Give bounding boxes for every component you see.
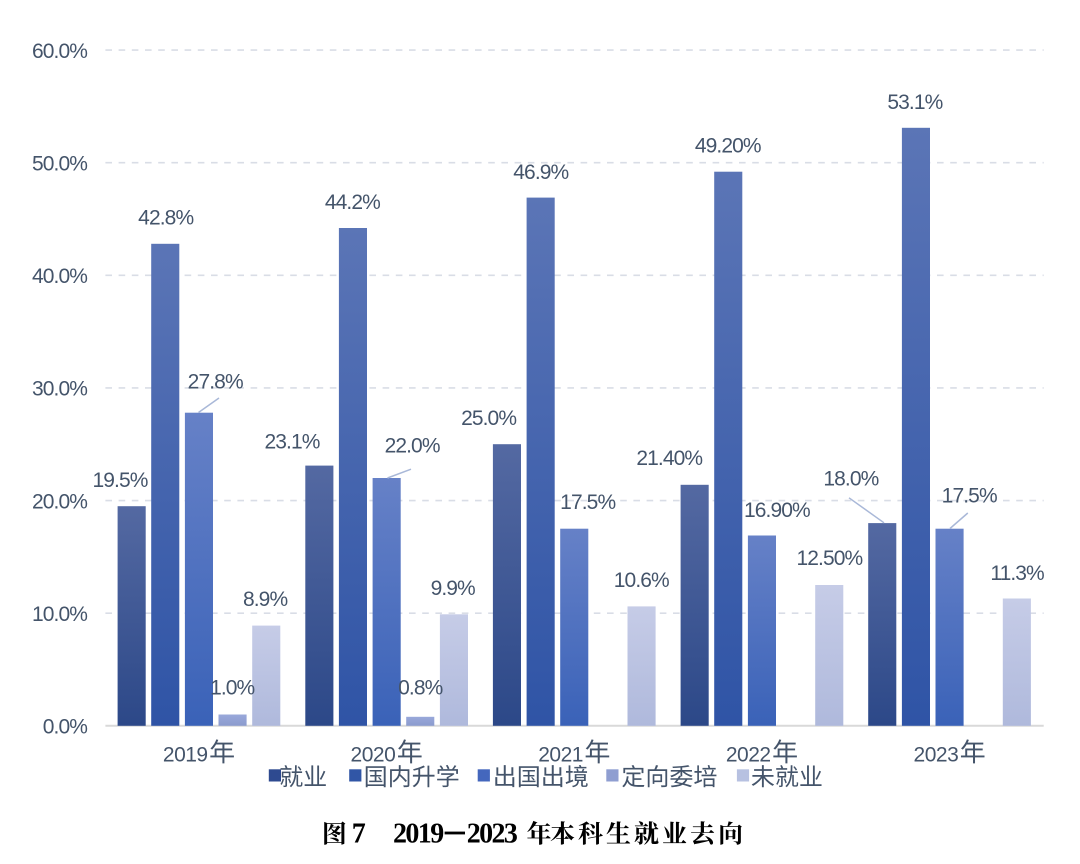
svg-text:2023: 2023 — [914, 743, 959, 766]
svg-text:1.0%: 1.0% — [210, 677, 254, 700]
svg-text:25.0%: 25.0% — [461, 407, 516, 430]
svg-text:2020: 2020 — [351, 743, 396, 766]
svg-text:23.1%: 23.1% — [264, 431, 319, 454]
svg-text:10.0%: 10.0% — [32, 603, 87, 626]
svg-text:16.90%: 16.90% — [744, 499, 810, 522]
svg-text:19.5%: 19.5% — [92, 469, 147, 492]
svg-text:21.40%: 21.40% — [636, 447, 702, 470]
svg-text:0.8%: 0.8% — [398, 677, 442, 700]
svg-text:2021: 2021 — [538, 743, 583, 766]
svg-text:7: 7 — [352, 819, 366, 850]
svg-text:30.0%: 30.0% — [32, 378, 87, 401]
svg-text:18.0%: 18.0% — [823, 467, 878, 490]
svg-text:40.0%: 40.0% — [32, 265, 87, 288]
svg-text:17.5%: 17.5% — [560, 491, 615, 514]
svg-text:44.2%: 44.2% — [325, 191, 380, 214]
svg-text:53.1%: 53.1% — [887, 91, 942, 114]
svg-text:22.0%: 22.0% — [385, 434, 440, 457]
svg-text:2019: 2019 — [163, 743, 208, 766]
svg-text:11.3%: 11.3% — [990, 562, 1044, 585]
svg-text:9.9%: 9.9% — [431, 577, 475, 600]
svg-text:42.8%: 42.8% — [138, 206, 193, 229]
svg-text:12.50%: 12.50% — [796, 547, 862, 570]
svg-text:50.0%: 50.0% — [32, 152, 87, 175]
svg-text:20.0%: 20.0% — [32, 490, 87, 513]
svg-text:10.6%: 10.6% — [614, 569, 669, 592]
svg-text:0.0%: 0.0% — [43, 716, 87, 739]
svg-text:17.5%: 17.5% — [942, 485, 997, 508]
svg-text:49.20%: 49.20% — [695, 135, 761, 158]
svg-text:8.9%: 8.9% — [243, 588, 287, 611]
svg-text:2023: 2023 — [467, 819, 518, 850]
svg-text:27.8%: 27.8% — [188, 370, 243, 393]
svg-text:60.0%: 60.0% — [32, 40, 87, 63]
svg-text:46.9%: 46.9% — [513, 161, 568, 184]
svg-text:2019: 2019 — [393, 819, 443, 850]
svg-text:2022: 2022 — [726, 743, 771, 766]
